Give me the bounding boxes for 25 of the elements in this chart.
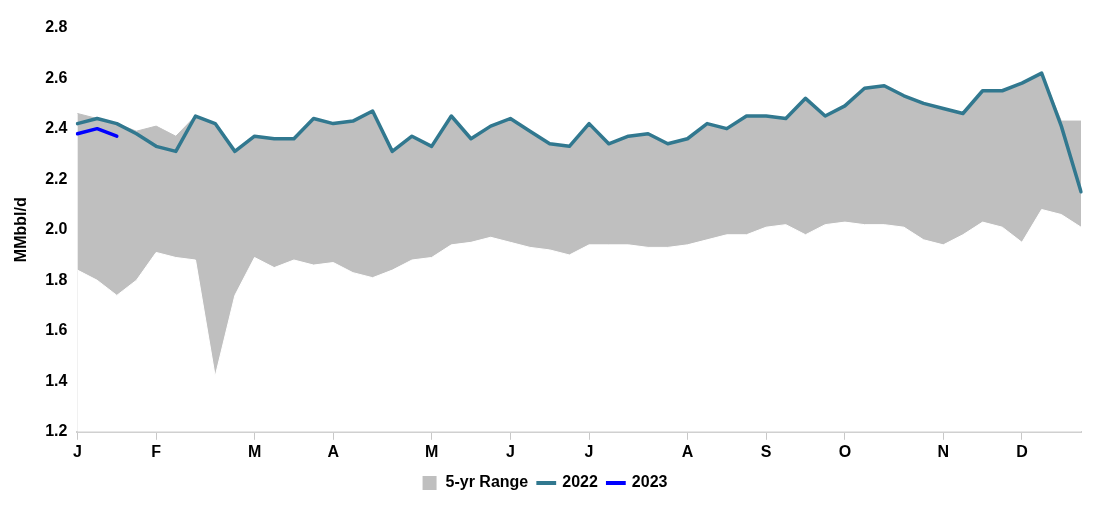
x-tick-label: M — [424, 442, 439, 460]
x-tick-label: J — [72, 442, 82, 460]
x-tick-label: A — [327, 442, 340, 460]
y-tick-label: 1.2 — [45, 422, 68, 440]
legend-label: 5-yr Range — [445, 473, 529, 491]
y-tick-label: 2.6 — [45, 68, 68, 86]
y-tick-label: 2.4 — [45, 119, 68, 137]
x-tick-label: O — [838, 442, 852, 460]
x-tick-label: N — [937, 442, 950, 460]
legend-label: 2023 — [631, 473, 668, 491]
y-tick-label: 2.2 — [45, 169, 68, 187]
x-tick-label: D — [1016, 442, 1028, 460]
x-tick-label: F — [151, 442, 162, 460]
x-tick-label: M — [247, 442, 262, 460]
y-axis-title: MMbbl/d — [12, 197, 30, 263]
x-tick-label: A — [681, 442, 694, 460]
y-tick-label: 1.4 — [45, 371, 68, 389]
x-tick-label: J — [505, 442, 515, 460]
x-tick-label: J — [584, 442, 594, 460]
legend-label: 2022 — [562, 473, 598, 491]
x-tick-label: S — [760, 442, 772, 460]
y-tick-label: 2.8 — [45, 18, 68, 36]
y-tick-label: 1.8 — [45, 270, 68, 288]
y-tick-label: 1.6 — [45, 321, 68, 339]
y-tick-label: 2.0 — [45, 220, 68, 238]
